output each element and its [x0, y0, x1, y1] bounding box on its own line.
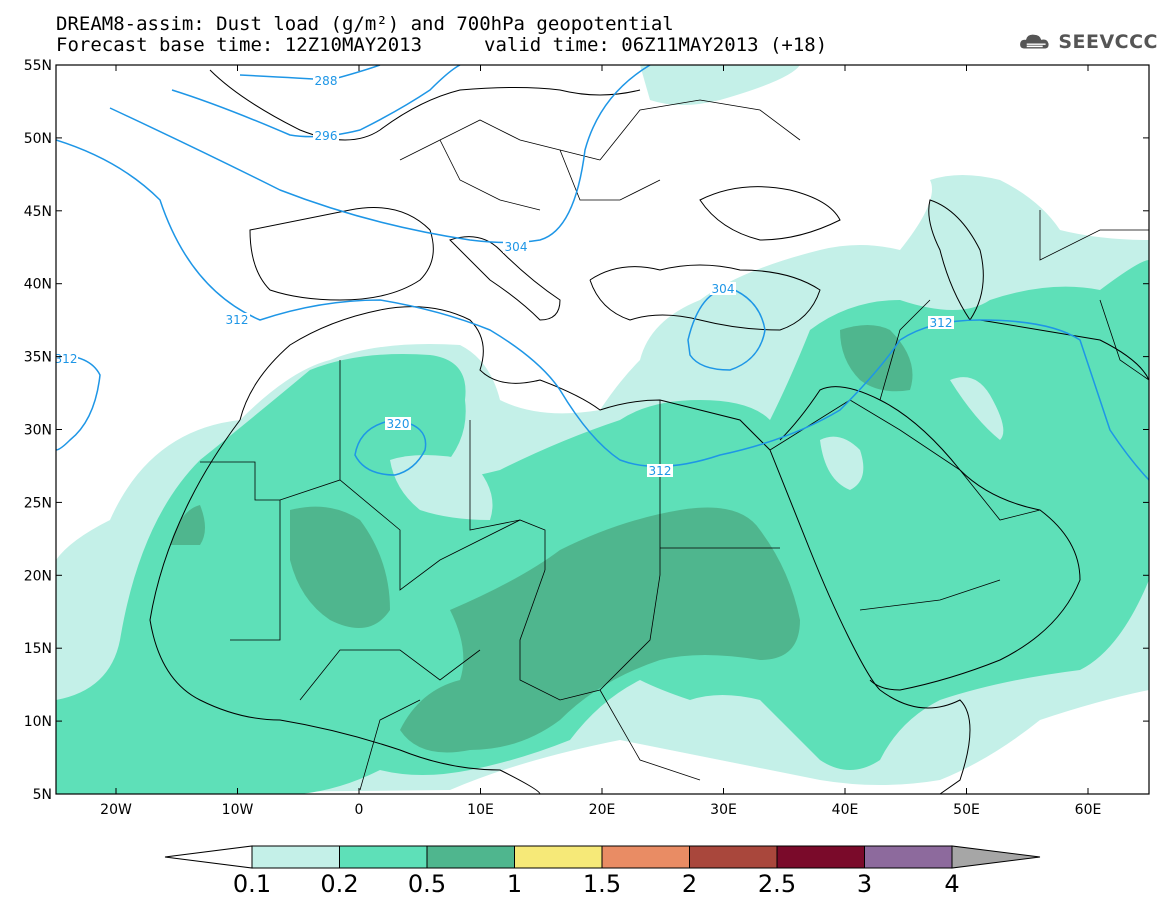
coast-iran — [979, 319, 1149, 381]
forecast-base-time: Forecast base time: 12Z10MAY2013 — [56, 34, 423, 56]
coast-iberia — [249, 207, 434, 301]
coast-north-africa — [239, 306, 771, 451]
coast-italy — [449, 236, 561, 321]
dust-area-light-west — [56, 557, 110, 690]
map-title: DREAM8-assim: Dust load (g/m²) and 700hP… — [56, 13, 674, 35]
colorbar-label: 1 — [506, 870, 523, 898]
lat-label: 35N — [24, 350, 52, 366]
contour-labels: 288 296 304 304 312 312 312 312 320 — [55, 74, 954, 478]
colorbar-label: 0.5 — [407, 870, 447, 898]
lat-label: 5N — [33, 787, 52, 803]
colorbar — [164, 845, 1041, 869]
colorbar-swatch — [514, 845, 603, 869]
colorbar-swatch — [864, 845, 953, 869]
colorbar-label: 0.1 — [232, 870, 272, 898]
colorbar-swatch — [251, 845, 340, 869]
colorbar-swatch — [426, 845, 515, 869]
valid-time: valid time: 06Z11MAY2013 (+18) — [484, 34, 828, 56]
colorbar-label: 2 — [681, 870, 698, 898]
logo-text: SEEVCCC — [1058, 31, 1158, 53]
lon-label: 10W — [222, 802, 254, 818]
lat-label: 25N — [24, 495, 52, 511]
lat-label: 30N — [24, 423, 52, 439]
colorbar-swatch — [339, 845, 428, 869]
lon-label: 10E — [467, 802, 494, 818]
colorbar-label: 2.5 — [757, 870, 797, 898]
coastlines — [149, 69, 1149, 794]
contour-296 — [171, 65, 461, 138]
colorbar-label: 3 — [856, 870, 873, 898]
lon-label: 30E — [710, 802, 737, 818]
colorbar-swatch — [601, 845, 690, 869]
contour-label-296: 296 — [315, 129, 338, 143]
seevccc-logo: SEEVCCC — [1018, 27, 1158, 57]
lon-label: 20W — [100, 802, 132, 818]
coast-west-africa — [149, 419, 541, 794]
clear-area-arabia — [820, 436, 864, 490]
contour-label-304-east: 304 — [712, 282, 735, 296]
lat-label: 20N — [24, 568, 52, 584]
clear-area-algeria — [390, 455, 493, 520]
dust-area-dark-sahara — [290, 506, 390, 628]
lon-label: 50E — [953, 802, 980, 818]
colorbar-over-arrow — [951, 845, 1041, 869]
lat-label: 40N — [24, 277, 52, 293]
lat-label: 10N — [24, 714, 52, 730]
contour-label-312-south: 312 — [649, 464, 672, 478]
contour-320 — [354, 419, 427, 476]
coast-red-sea — [769, 449, 881, 691]
dust-area-dark-central — [400, 507, 800, 753]
contour-312 — [56, 139, 1149, 481]
lat-label: 50N — [24, 131, 52, 147]
contour-label-304: 304 — [505, 240, 528, 254]
lat-label: 55N — [24, 58, 52, 74]
lon-label: 0 — [355, 802, 364, 818]
coast-black-sea — [699, 186, 841, 241]
coast-europe — [209, 69, 641, 141]
colorbar-under-arrow — [164, 845, 253, 869]
contour-label-312-west: 312 — [226, 313, 249, 327]
cloud-icon — [1020, 34, 1049, 49]
lon-label: 20E — [589, 802, 616, 818]
dust-area-dark-west — [170, 505, 205, 545]
clear-area-gulf — [950, 377, 1004, 440]
colorbar-swatch — [776, 845, 865, 869]
contour-label-312-edge: 312 — [55, 352, 78, 366]
coast-arabia — [779, 386, 1081, 691]
coast-greece-turkey — [589, 264, 821, 331]
lon-label: 60E — [1075, 802, 1102, 818]
coast-east-africa — [879, 689, 971, 794]
contour-label-320: 320 — [387, 417, 410, 431]
contour-label-312-east: 312 — [930, 316, 953, 330]
longitude-axis: 20W 10W 0 10E 20E 30E 40E 50E 60E — [100, 65, 1101, 818]
dust-area-mid — [56, 260, 1149, 794]
colorbar-label: 4 — [944, 870, 960, 898]
contour-304 — [109, 65, 651, 244]
dust-field — [56, 65, 1149, 794]
dust-area-dark-iraq — [840, 325, 913, 392]
contour-312w — [56, 354, 101, 451]
political-borders — [200, 99, 1149, 791]
lat-label: 45N — [24, 204, 52, 220]
lon-label: 40E — [832, 802, 859, 818]
contour-label-288: 288 — [315, 74, 338, 88]
latitude-axis: 55N 50N 45N 40N 35N 30N 25N 20N 15N 10N 5N — [24, 58, 1149, 803]
colorbar-label: 0.2 — [320, 870, 359, 898]
dust-area-light-north — [640, 65, 800, 105]
lat-label: 15N — [24, 641, 52, 657]
colorbar-swatch — [689, 845, 778, 869]
colorbar-label: 1.5 — [582, 870, 622, 898]
